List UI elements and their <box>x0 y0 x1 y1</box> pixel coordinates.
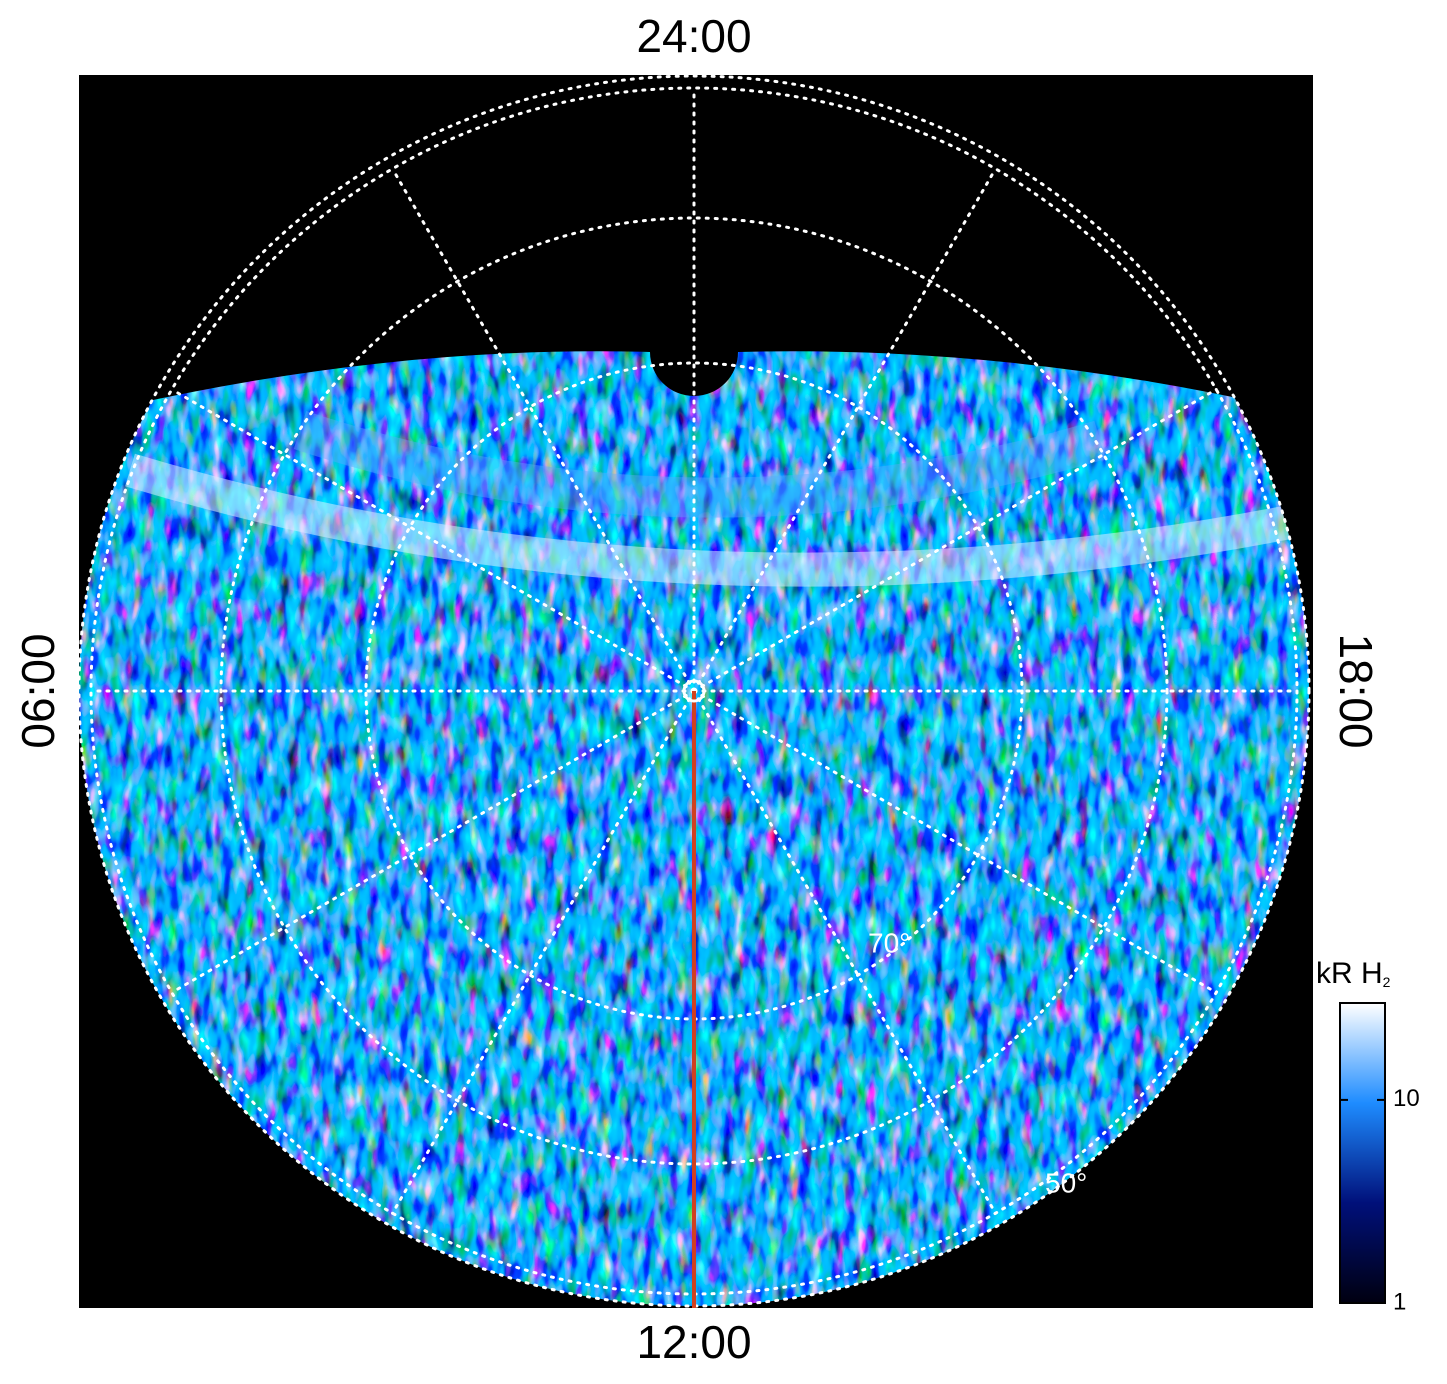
colorbar-title-subscript: 2 <box>1383 974 1391 990</box>
local-time-label: 06:00 <box>12 633 64 748</box>
auroral-oval <box>125 453 1304 587</box>
colorbar-title: kR H2 <box>1316 957 1391 990</box>
latitude-circle <box>219 216 1169 1166</box>
hour-line <box>170 388 696 693</box>
hour-line <box>170 689 696 994</box>
colorbar-tick-label: 10 <box>1393 1085 1420 1112</box>
local-time-label: 24:00 <box>636 10 751 62</box>
hour-line <box>391 689 696 1215</box>
latitude-label: 50° <box>1045 1167 1087 1198</box>
hour-line <box>692 167 997 693</box>
colorbar-title-main: kR H <box>1316 957 1383 990</box>
local-time-label: 12:00 <box>636 1316 751 1368</box>
hour-line <box>692 689 1218 994</box>
hour-line <box>391 167 696 693</box>
auroral-oval <box>293 411 1106 518</box>
colorbar-tick-label: 1 <box>1393 1288 1406 1315</box>
local-time-label: 18:00 <box>1330 633 1382 748</box>
latitude-label: 70° <box>868 927 910 958</box>
colorbar <box>1339 1002 1386 1304</box>
hour-line <box>692 388 1218 693</box>
pole-marker <box>682 679 706 703</box>
hour-line <box>692 689 997 1215</box>
